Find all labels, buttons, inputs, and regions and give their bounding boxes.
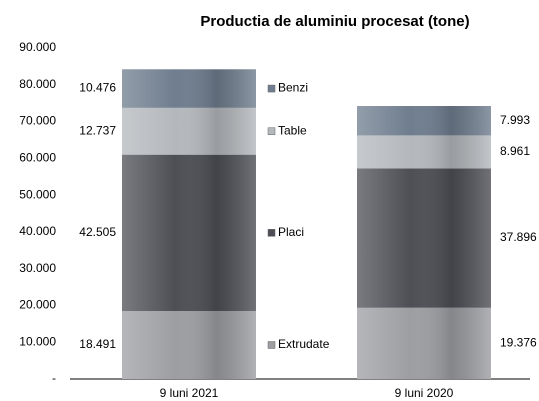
y-tick-label: 20.000 <box>19 298 56 312</box>
bar-sheen <box>357 106 491 136</box>
legend-label: Benzi <box>278 81 308 95</box>
legend-swatch <box>267 229 276 237</box>
value-label: 18.491 <box>79 337 116 351</box>
value-label: 19.376 <box>500 336 537 350</box>
legend-swatch <box>267 127 276 135</box>
legend-label: Extrudate <box>278 337 330 351</box>
value-label: 8.961 <box>500 144 530 158</box>
value-label: 10.476 <box>79 81 116 95</box>
bar-sheen <box>122 310 256 379</box>
bar-sheen <box>357 168 491 308</box>
x-tick-label: 9 luni 2021 <box>160 386 219 400</box>
x-tick-label: 9 luni 2020 <box>395 386 454 400</box>
y-tick-label: 60.000 <box>19 151 56 165</box>
y-tick-label: 10.000 <box>19 334 56 348</box>
y-tick-label: 80.000 <box>19 77 56 91</box>
legend-swatch <box>267 341 276 349</box>
legend-swatch <box>267 84 276 93</box>
y-tick-label: 90.000 <box>19 40 56 54</box>
value-label: 7.993 <box>500 113 530 127</box>
y-tick-label: 30.000 <box>19 261 56 275</box>
bar-sheen <box>122 69 256 108</box>
y-tick-label: - <box>52 371 56 385</box>
legend-label: Placi <box>278 225 304 239</box>
value-label: 37.896 <box>500 230 537 244</box>
y-tick-label: 40.000 <box>19 224 56 238</box>
value-label: 12.737 <box>79 123 116 137</box>
bar-sheen <box>122 107 256 155</box>
bar-sheen <box>122 154 256 311</box>
value-label: 42.505 <box>79 225 116 239</box>
bar-sheen <box>357 135 491 169</box>
bar-sheen <box>357 307 491 379</box>
legend-label: Table <box>278 123 307 137</box>
y-tick-label: 50.000 <box>19 187 56 201</box>
chart-title: Productia de aluminiu procesat (tone) <box>200 13 469 30</box>
y-tick-label: 70.000 <box>19 114 56 128</box>
